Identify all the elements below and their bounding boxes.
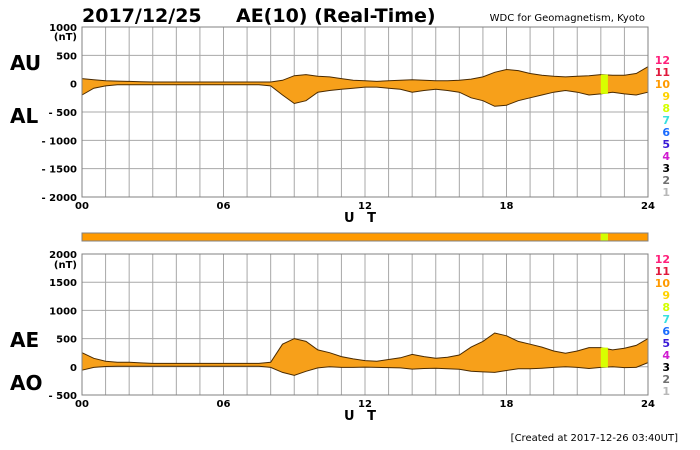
- legend-station-7: 7: [662, 114, 670, 127]
- legend-station-11: 11: [655, 66, 670, 79]
- ae-ao-lower-label: AO: [10, 371, 42, 395]
- legend-station-8: 8: [662, 102, 670, 115]
- created-timestamp: [Created at 2017-12-26 03:40UT]: [511, 433, 678, 444]
- au-al-ytick-label: - 500: [48, 108, 77, 119]
- ae-ao-ytick-label: 2000: [49, 250, 77, 261]
- data-source: WDC for Geomagnetism, Kyoto: [490, 13, 645, 24]
- ae-ao-alert-segment: [600, 347, 608, 368]
- legend-station-4: 4: [662, 150, 670, 163]
- ae-ao-ytick-label: - 500: [48, 391, 77, 402]
- legend-station-10: 10: [655, 78, 671, 91]
- ae-ao-ytick-label: 500: [56, 335, 77, 346]
- status-segment: [82, 233, 601, 241]
- status-bar-frame: [81, 232, 649, 242]
- au-al-ytick-label: - 1000: [42, 136, 78, 147]
- au-al-ytick-label: 0: [70, 80, 77, 91]
- ae-ao-xtick-label: 18: [500, 399, 514, 410]
- legend-station-4: 4: [662, 349, 670, 362]
- status-segment: [607, 233, 648, 241]
- ae-ao-ae-line: [81, 332, 649, 364]
- legend-station-1: 1: [662, 186, 670, 199]
- au-al-ytick-label: 500: [56, 51, 77, 62]
- legend-station-9: 9: [662, 90, 670, 103]
- au-al-alert-segment: [600, 74, 608, 94]
- status-segment: [600, 233, 608, 241]
- au-al-al-line: [81, 84, 649, 107]
- au-al-xtick-label: 18: [500, 201, 514, 212]
- au-al-xtick-label: 12: [358, 201, 372, 212]
- ae-ao-xlabel: U T: [344, 409, 380, 424]
- au-al-xlabel: U T: [344, 211, 380, 226]
- legend-station-3: 3: [662, 361, 670, 374]
- ae-ao-panel: 2000 1500 1000 500 0 - 500 (nT) 00 06 12 18 24 U T AE…: [10, 250, 655, 424]
- ae-ao-ao-line: [81, 362, 649, 376]
- au-al-upper-label: AU: [10, 51, 41, 75]
- au-al-range-fill: [82, 66, 648, 107]
- legend-station-6: 6: [662, 126, 670, 139]
- legend-station-12: 12: [655, 253, 670, 266]
- legend-station-11: 11: [655, 265, 670, 278]
- station-status-bar: [81, 232, 649, 242]
- legend-station-7: 7: [662, 313, 670, 326]
- ae-ao-ytick-label: 1000: [49, 306, 77, 317]
- ae-ao-yunit: (nT): [54, 260, 77, 271]
- au-al-au-line: [81, 66, 649, 83]
- ae-ao-ytick-label: 0: [70, 363, 77, 374]
- ae-ao-xtick-label: 12: [358, 399, 372, 410]
- au-al-lower-label: AL: [10, 104, 38, 128]
- legend-station-6: 6: [662, 325, 670, 338]
- au-al-yunit: (nT): [54, 32, 77, 43]
- legend-station-10: 10: [655, 277, 671, 290]
- ae-ao-xtick-label: 00: [75, 399, 89, 410]
- au-al-panel: 1000 500 0 - 500 - 1000 - 1500 - 2000 (nT) 00 06 1…: [10, 23, 655, 226]
- plot-title: AE(10) (Real-Time): [236, 5, 436, 27]
- ae-ao-ytick-label: 1500: [49, 278, 77, 289]
- ae-ao-range-fill: [82, 333, 648, 376]
- legend-station-5: 5: [662, 138, 670, 151]
- au-al-ytick-label: - 2000: [42, 193, 78, 204]
- au-al-ytick-label: 1000: [49, 23, 77, 34]
- legend-station-12: 12: [655, 54, 670, 67]
- ae-ao-xtick-label: 24: [641, 399, 655, 410]
- legend-station-2: 2: [662, 373, 670, 386]
- legend-station-2: 2: [662, 174, 670, 187]
- au-al-xtick-label: 00: [75, 201, 89, 212]
- ae-ao-upper-label: AE: [10, 328, 39, 352]
- legend-station-1: 1: [662, 385, 670, 398]
- legend-station-9: 9: [662, 289, 670, 302]
- legend-station-5: 5: [662, 337, 670, 350]
- legend-station-3: 3: [662, 162, 670, 175]
- legend-station-8: 8: [662, 301, 670, 314]
- ae-ao-frame: [81, 253, 649, 396]
- ae-ao-xtick-label: 06: [217, 399, 231, 410]
- plot-date: 2017/12/25: [82, 5, 202, 27]
- au-al-xtick-label: 06: [217, 201, 231, 212]
- au-al-ytick-label: - 1500: [42, 165, 78, 176]
- au-al-xtick-label: 24: [641, 201, 655, 212]
- au-al-frame: [81, 26, 649, 198]
